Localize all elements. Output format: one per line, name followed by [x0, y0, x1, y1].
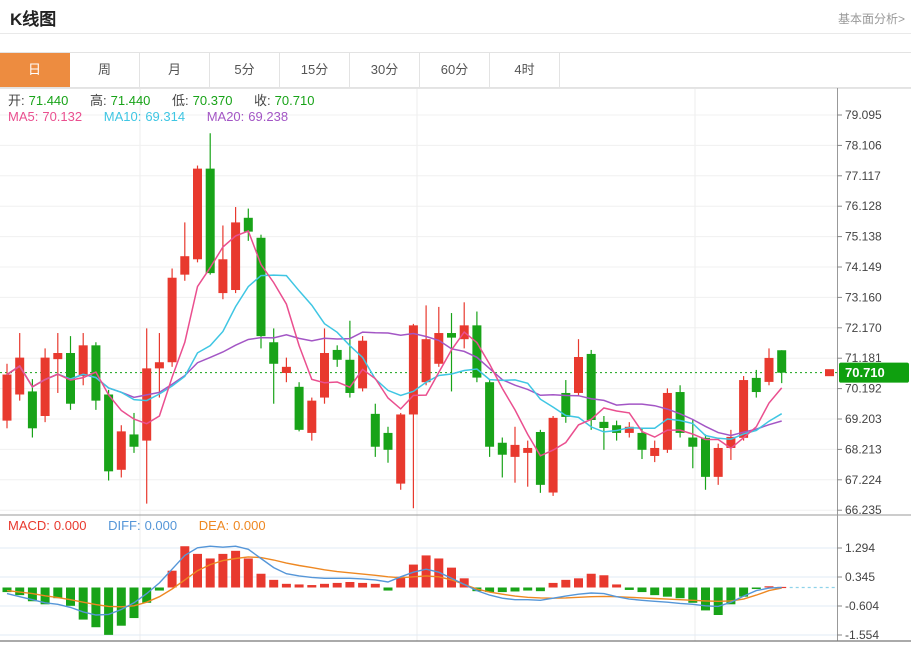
ma5-label: MA5:	[8, 109, 39, 124]
axis-tick-label: 78.106	[845, 138, 882, 152]
high-value: 71.440	[110, 93, 151, 108]
dea-line	[6, 556, 782, 608]
ma20-label: MA20:	[206, 109, 245, 124]
low-label: 低:	[172, 93, 189, 108]
tab-month[interactable]: 月	[140, 53, 210, 87]
axis-tick-label: 71.181	[845, 351, 882, 365]
open-value: 71.440	[28, 93, 69, 108]
axis-tick-label: 1.294	[845, 541, 875, 555]
axis-tick-label: 73.160	[845, 290, 882, 304]
grid-layer	[0, 88, 911, 641]
close-label: 收:	[254, 93, 271, 108]
axis-tick-label: 75.138	[845, 230, 882, 244]
diff-line	[6, 545, 782, 616]
axis-tick-label: 67.224	[845, 473, 882, 487]
ma-legend: MA5: 70.132 MA10: 69.314 MA20: 69.238	[8, 109, 306, 124]
tab-day[interactable]: 日	[0, 53, 70, 87]
macd-layer	[2, 545, 837, 635]
high-label: 高:	[90, 93, 107, 108]
axis-tick-label: 74.149	[845, 260, 882, 274]
axis-tick-label: 70.192	[845, 382, 882, 396]
dea-value: 0.000	[233, 518, 266, 533]
axis-tick-label: 69.203	[845, 412, 882, 426]
axis-tick-label: 79.095	[845, 108, 882, 122]
header-divider	[0, 33, 911, 34]
close-value: 70.710	[274, 93, 315, 108]
tab-week[interactable]: 周	[70, 53, 140, 87]
axis-tick-label: 68.213	[845, 442, 882, 456]
diff-label: DIFF:	[108, 518, 141, 533]
dea-label: DEA:	[198, 518, 230, 533]
axis-tick-label: 72.170	[845, 321, 882, 335]
axis-tick-label: -1.554	[845, 628, 879, 642]
axis-tick-label: 76.128	[845, 199, 882, 213]
tabbar-filler	[560, 53, 911, 87]
axis-tick-label: 66.235	[845, 503, 882, 517]
current-price-badge-text: 70.710	[845, 365, 885, 380]
current-price-badge	[839, 362, 909, 383]
axis-tick-label: 77.117	[845, 169, 881, 183]
axis-layer: 79.095 78.106 77.117 76.128 75.138 74.149 73.1…	[0, 88, 911, 642]
current-price-marker	[825, 369, 834, 377]
ma20-value: 69.238	[248, 109, 289, 124]
tab-30min[interactable]: 30分	[350, 53, 420, 87]
macd-legend: MACD: 0.000 DIFF: 0.000 DEA: 0.000	[8, 518, 284, 533]
ma-lines-layer	[6, 230, 783, 457]
axis-tick-label: 0.345	[845, 570, 875, 584]
ma10-label: MA10:	[103, 109, 142, 124]
interval-tabbar: 日 周 月 5分 15分 30分 60分 4时	[0, 52, 911, 88]
tab-60min[interactable]: 60分	[420, 53, 490, 87]
ma10-value: 69.314	[145, 109, 186, 124]
diff-value: 0.000	[144, 518, 178, 533]
ma5-line	[6, 230, 783, 457]
axis-tick-label: -0.604	[845, 599, 879, 613]
ma10-line	[6, 274, 783, 440]
open-label: 开:	[8, 93, 25, 108]
tab-15min[interactable]: 15分	[280, 53, 350, 87]
macd-value: 0.000	[53, 518, 87, 533]
low-value: 70.370	[192, 93, 233, 108]
kline-chart-canvas[interactable]: 79.095 78.106 77.117 76.128 75.138 74.149 73.1…	[0, 88, 911, 645]
macd-label: MACD:	[8, 518, 50, 533]
candles-layer	[2, 133, 787, 509]
ohlc-legend: 开: 71.440 高: 71.440 低: 70.370 收: 70.710	[8, 90, 332, 109]
fundamental-analysis-link[interactable]: 基本面分析>	[837, 12, 905, 26]
page-title: K线图	[10, 10, 57, 29]
tab-5min[interactable]: 5分	[210, 53, 280, 87]
tab-4hour[interactable]: 4时	[490, 53, 560, 87]
ma5-value: 70.132	[42, 109, 83, 124]
kline-chart[interactable]: 79.095 78.106 77.117 76.128 75.138 74.149 73.1…	[0, 88, 911, 645]
ma20-line	[6, 331, 782, 437]
